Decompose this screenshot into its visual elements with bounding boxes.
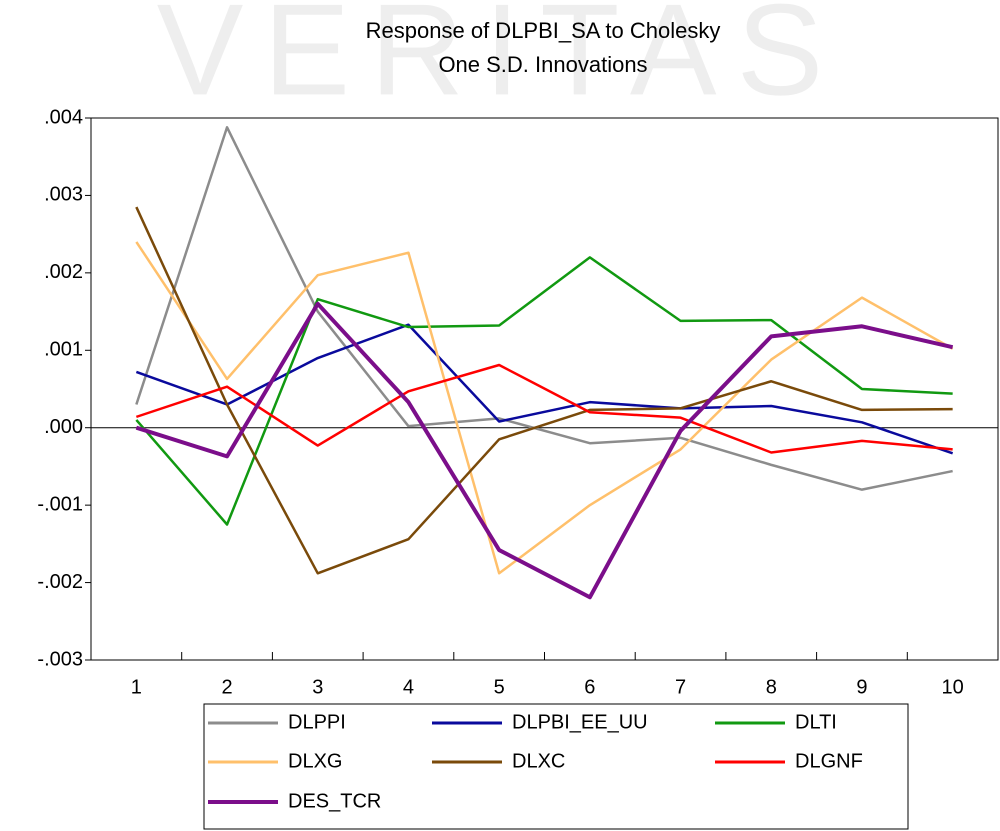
chart-subtitle: One S.D. Innovations: [438, 52, 647, 77]
series-line: [135, 126, 953, 491]
x-tick-label: 7: [675, 676, 686, 698]
y-tick-label: -.003: [37, 648, 83, 670]
legend-label: DES_TCR: [288, 790, 381, 812]
y-tick-label: .002: [44, 261, 83, 283]
x-tick-label: 9: [856, 676, 867, 698]
x-tick-label: 6: [584, 676, 595, 698]
series-line: [135, 241, 954, 575]
legend-label: DLXC: [512, 750, 565, 772]
x-tick-label: 5: [494, 676, 505, 698]
chart-title: Response of DLPBI_SA to Cholesky: [366, 18, 721, 43]
legend-label: DLXG: [288, 750, 342, 772]
y-tick-label: -.001: [37, 493, 83, 515]
x-tick-label: 3: [312, 676, 323, 698]
watermark: VERITAS: [157, 0, 844, 122]
x-tick-label: 1: [131, 676, 142, 698]
y-tick-label: .001: [44, 339, 83, 361]
x-tick-label: 10: [942, 676, 964, 698]
legend-label: DLPPI: [288, 711, 346, 733]
y-tick-label: -.002: [37, 571, 83, 593]
x-tick-label: 2: [221, 676, 232, 698]
x-tick-label: 8: [766, 676, 777, 698]
legend-label: DLGNF: [795, 750, 863, 772]
series-line: [135, 363, 953, 454]
legend-label: DLPBI_EE_UU: [512, 711, 648, 733]
x-tick-label: 4: [403, 676, 414, 698]
y-tick-label: .003: [44, 184, 83, 206]
series-line: [135, 206, 953, 575]
series-line: [135, 301, 954, 600]
y-tick-label: .000: [44, 416, 83, 438]
legend-label: DLTI: [795, 711, 837, 733]
legend-box: [203, 703, 909, 830]
series-line: [135, 256, 953, 526]
y-tick-label: .004: [44, 106, 83, 128]
